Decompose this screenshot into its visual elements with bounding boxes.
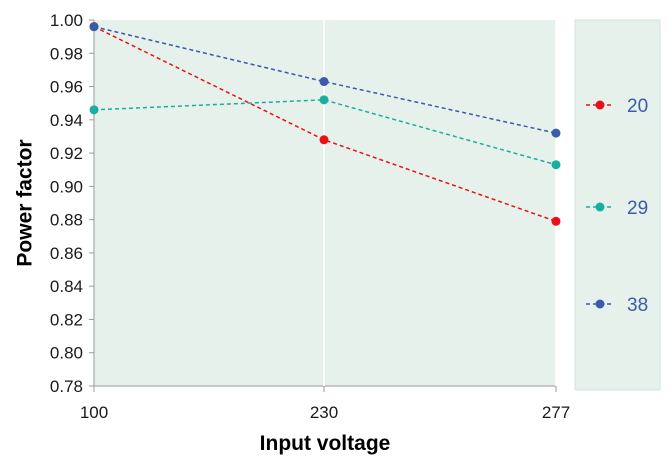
legend-item: 20 (586, 96, 648, 117)
data-point (551, 160, 561, 170)
x-tick-label: 230 (310, 403, 338, 422)
y-tick-label: 0.82 (50, 310, 83, 329)
legend-label: 20 (627, 96, 648, 117)
y-tick-label: 0.88 (50, 211, 83, 230)
legend-swatch-marker (595, 100, 605, 110)
series-layer (89, 22, 561, 226)
data-point (89, 105, 99, 115)
data-point (319, 135, 329, 145)
data-point (319, 77, 329, 87)
y-tick-label: 1.00 (50, 11, 83, 30)
series-29 (89, 95, 561, 170)
legend-label: 29 (627, 198, 648, 219)
legend-background (574, 19, 661, 391)
x-tick-label: 100 (80, 403, 108, 422)
y-axis-title: Power factor (14, 139, 37, 266)
y-tick-label: 0.84 (50, 277, 83, 296)
series-line (93, 25, 557, 134)
plot-area-background (94, 20, 556, 386)
y-tick-label: 0.94 (50, 111, 83, 130)
legend: 20 29 38 (586, 96, 648, 316)
legend-item: 38 (586, 295, 648, 316)
y-tick-label: 0.90 (50, 177, 83, 196)
series-line (93, 25, 557, 223)
data-point (319, 95, 329, 105)
y-tick-label: 0.80 (50, 344, 83, 363)
legend-item: 29 (586, 198, 648, 219)
y-tick-label: 0.92 (50, 144, 83, 163)
data-point (551, 216, 561, 226)
y-tick-label: 0.96 (50, 78, 83, 97)
x-axis-title: Input voltage (260, 432, 391, 455)
legend-swatch-marker (595, 202, 605, 212)
series-38 (89, 22, 561, 138)
y-axis: 0.78 0.80 0.82 0.84 0.86 0.88 0.90 0.92 0.94 0.96… (50, 11, 95, 396)
x-axis: 100 230 277 (80, 20, 570, 422)
legend-label: 38 (627, 295, 648, 316)
y-tick-label: 0.86 (50, 244, 83, 263)
y-tick-label: 0.78 (50, 377, 83, 396)
legend-swatch-marker (595, 299, 605, 309)
x-tick-label: 277 (542, 403, 570, 422)
y-tick-label: 0.98 (50, 44, 83, 63)
data-point (89, 22, 99, 32)
data-point (551, 128, 561, 138)
